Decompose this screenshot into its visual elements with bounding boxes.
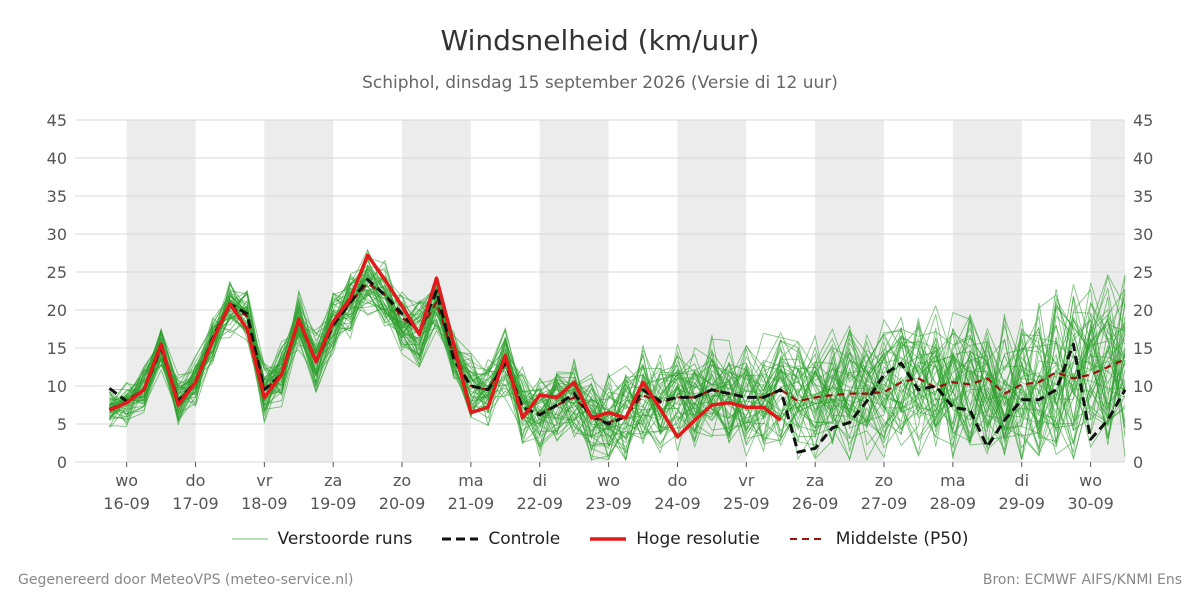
- y-tick-label-left: 35: [47, 187, 67, 206]
- y-tick-label-left: 0: [57, 453, 67, 472]
- ensemble-run-line: [109, 277, 1126, 455]
- x-tick-label-day: di: [1014, 471, 1029, 490]
- high-resolution-line: [108, 253, 782, 439]
- legend-item-control: Controle: [442, 529, 560, 549]
- x-tick-label-date: 26-09: [792, 494, 839, 513]
- x-tick-label-day: ma: [940, 471, 965, 490]
- x-tick-label-date: 28-09: [930, 494, 977, 513]
- x-tick-label-day: wo: [115, 471, 138, 490]
- x-tick-label-date: 25-09: [723, 494, 770, 513]
- x-tick-label-day: vr: [738, 471, 754, 490]
- ensemble-run-line: [109, 265, 1126, 461]
- x-tick-label-date: 27-09: [861, 494, 908, 513]
- chart-subtitle: Schiphol, dinsdag 15 september 2026 (Ver…: [362, 73, 838, 93]
- legend-label-ensemble: Verstoorde runs: [277, 529, 413, 549]
- x-tick-label-day: za: [324, 471, 342, 490]
- y-axis-right: 0 5 10 15 20 25 30 35 40 45: [1133, 111, 1153, 472]
- chart-legend: Verstoorde runs Controle Hoge resolutie …: [0, 529, 1200, 549]
- y-tick-label-right: 20: [1133, 301, 1153, 320]
- x-tick-label-date: 17-09: [172, 494, 219, 513]
- x-tick-label-date: 29-09: [998, 494, 1045, 513]
- x-tick-label-day: ma: [458, 471, 483, 490]
- legend-swatch-high-res: [590, 537, 627, 541]
- x-tick-label-day: di: [532, 471, 547, 490]
- x-tick-label-day: vr: [256, 471, 272, 490]
- x-axis: wo 16-09 do 17-09 vr 18-09 za 19-09 zo 20-09 ma 21-…: [103, 462, 1114, 513]
- y-tick-label-left: 30: [47, 225, 67, 244]
- y-tick-label-right: 45: [1133, 111, 1153, 130]
- ensemble-run-line: [109, 258, 1126, 458]
- x-tick-label-day: zo: [875, 471, 893, 490]
- y-tick-label-left: 40: [47, 149, 67, 168]
- legend-label-high-res: Hoge resolutie: [636, 529, 760, 549]
- ensemble-run-line: [109, 275, 1126, 459]
- legend-swatch-median: [789, 538, 826, 540]
- ensemble-run-line: [109, 273, 1126, 449]
- x-tick-label-day: wo: [597, 471, 620, 490]
- y-tick-label-left: 25: [47, 263, 67, 282]
- legend-item-ensemble: Verstoorde runs: [231, 529, 413, 549]
- x-tick-label-day: zo: [393, 471, 411, 490]
- x-tick-label-date: 22-09: [517, 494, 564, 513]
- x-tick-label-day: wo: [1079, 471, 1102, 490]
- chart-title: Windsnelheid (km/uur): [440, 24, 760, 57]
- y-tick-label-left: 10: [47, 377, 67, 396]
- y-tick-label-right: 0: [1133, 453, 1143, 472]
- y-axis-left: 0 5 10 15 20 25 30 35 40 45: [47, 111, 67, 472]
- y-tick-label-right: 30: [1133, 225, 1153, 244]
- legend-swatch-control: [442, 537, 479, 541]
- legend-swatch-ensemble: [231, 538, 268, 540]
- ensemble-run-line: [109, 256, 1126, 445]
- y-tick-label-left: 5: [57, 415, 67, 434]
- y-tick-label-right: 5: [1133, 415, 1143, 434]
- y-tick-label-left: 20: [47, 301, 67, 320]
- x-tick-label-date: 30-09: [1067, 494, 1114, 513]
- y-tick-label-right: 35: [1133, 187, 1153, 206]
- y-tick-label-right: 25: [1133, 263, 1153, 282]
- ensemble-run-line: [109, 274, 1126, 445]
- ensemble-run-line: [109, 284, 1126, 461]
- legend-label-control: Controle: [488, 529, 561, 549]
- x-tick-label-date: 16-09: [103, 494, 150, 513]
- x-tick-label-date: 20-09: [379, 494, 426, 513]
- y-tick-label-right: 15: [1133, 339, 1153, 358]
- footer-generator: Gegenereerd door MeteoVPS (meteo-service…: [18, 572, 354, 588]
- y-tick-label-right: 10: [1133, 377, 1153, 396]
- x-tick-label-date: 23-09: [585, 494, 632, 513]
- x-tick-label-date: 24-09: [654, 494, 701, 513]
- legend-item-median: Middelste (P50): [789, 529, 969, 549]
- x-tick-label-day: do: [186, 471, 206, 490]
- ensemble-run-line: [109, 276, 1126, 457]
- ensemble-lines: [109, 248, 1126, 462]
- x-tick-label-day: za: [806, 471, 824, 490]
- ensemble-run-line: [109, 276, 1126, 459]
- x-tick-label-day: do: [667, 471, 687, 490]
- main-series-lines: [108, 253, 1127, 454]
- footer-source: Bron: ECMWF AIFS/KNMI Ens: [982, 572, 1182, 588]
- y-tick-label-left: 45: [47, 111, 67, 130]
- y-tick-label-right: 40: [1133, 149, 1153, 168]
- ensemble-run-line: [109, 281, 1126, 444]
- x-tick-label-date: 21-09: [448, 494, 495, 513]
- ensemble-run-line: [109, 276, 1126, 461]
- x-tick-label-date: 19-09: [310, 494, 357, 513]
- legend-item-high-res: Hoge resolutie: [590, 529, 760, 549]
- x-tick-label-date: 18-09: [241, 494, 288, 513]
- y-tick-label-left: 15: [47, 339, 67, 358]
- legend-label-median: Middelste (P50): [835, 529, 969, 549]
